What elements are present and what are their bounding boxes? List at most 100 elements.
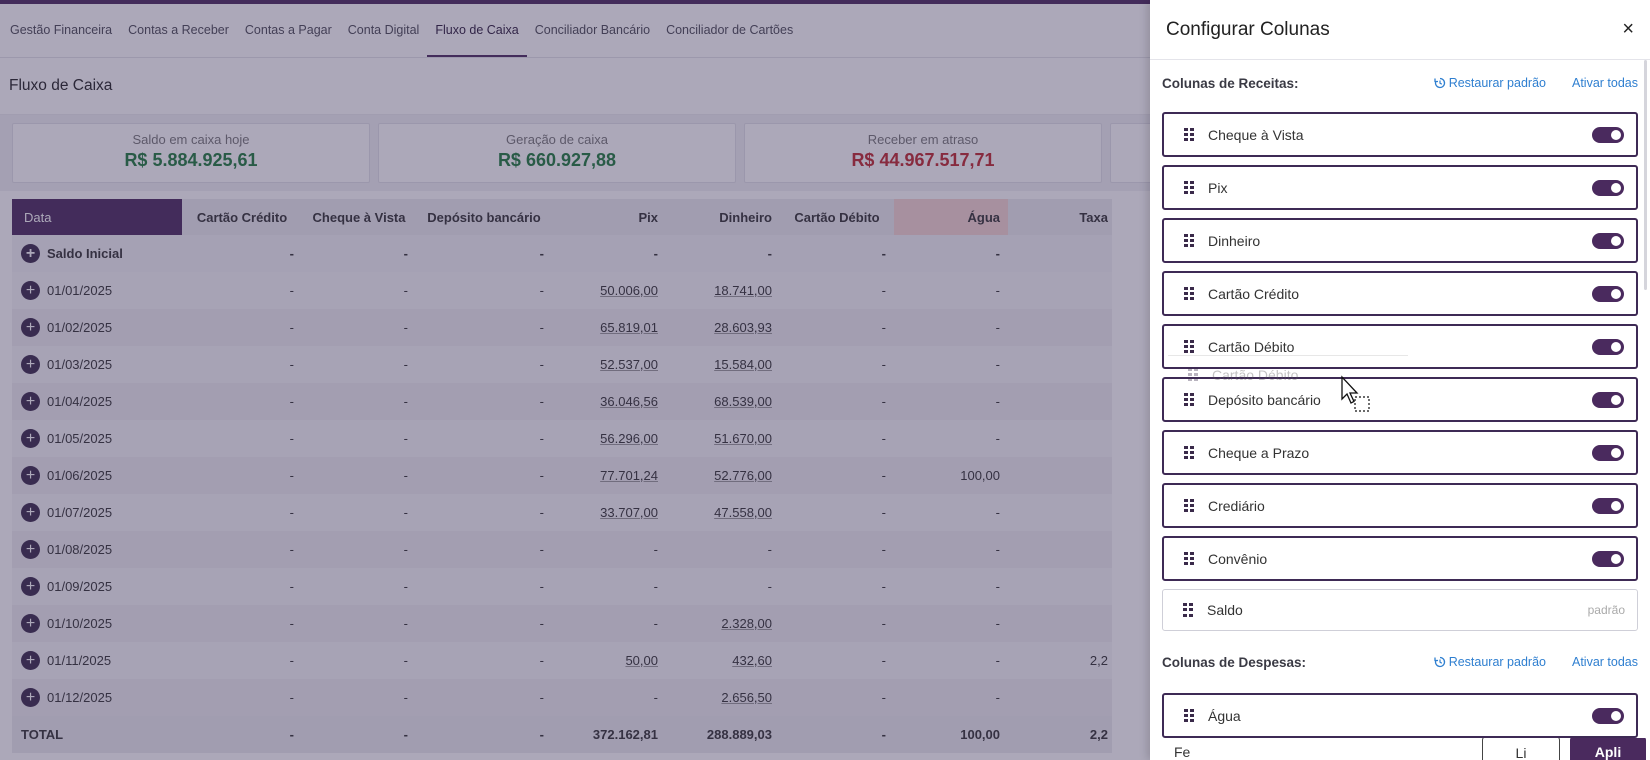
expand-plus-icon[interactable]: + <box>21 614 40 633</box>
expand-plus-icon[interactable]: + <box>21 688 40 707</box>
column-toggle[interactable] <box>1592 126 1624 143</box>
column-item[interactable]: Cartão Crédito <box>1162 271 1638 316</box>
drag-handle-icon[interactable] <box>1184 392 1194 407</box>
column-toggle[interactable] <box>1592 391 1624 408</box>
column-header-taxa[interactable]: Taxa <box>1079 209 1108 225</box>
drag-handle-icon[interactable] <box>1184 551 1194 566</box>
tab-conciliador-de-cartoes[interactable]: Conciliador de Cartões <box>666 22 794 37</box>
column-item[interactable]: Água <box>1162 693 1638 738</box>
column-item[interactable]: Crediário <box>1162 483 1638 528</box>
tab-conciliador-bancario[interactable]: Conciliador Bancário <box>534 22 651 37</box>
table-cell[interactable]: 432,60 <box>732 653 772 668</box>
table-cell[interactable]: 2.328,00 <box>721 616 772 631</box>
table-cell[interactable]: 36.046,56 <box>600 394 658 409</box>
drag-handle-icon[interactable] <box>1184 445 1194 460</box>
table-cell[interactable]: 56.296,00 <box>600 431 658 446</box>
table-cell[interactable]: 47.558,00 <box>714 505 772 520</box>
column-header-pix[interactable]: Pix <box>638 209 658 225</box>
column-header-cartao-debito[interactable]: Cartão Débito <box>794 209 880 225</box>
tab-conta-digital[interactable]: Conta Digital <box>347 22 420 37</box>
column-toggle[interactable] <box>1592 179 1624 196</box>
column-header-deposito-bancario[interactable]: Depósito bancário <box>427 209 541 225</box>
table-row: +01/10/2025 - - - - 2.328,00 - - <box>12 605 1112 642</box>
expand-plus-icon[interactable]: + <box>21 281 40 300</box>
column-item[interactable]: Dinheiro <box>1162 218 1638 263</box>
table-cell: - <box>539 283 544 298</box>
card-receber-em-atraso: Receber em atraso R$ 44.967.517,71 <box>744 123 1102 183</box>
expand-plus-icon[interactable]: + <box>21 244 40 263</box>
table-cell: - <box>539 394 544 409</box>
column-header-cheque-a-vista[interactable]: Cheque à Vista <box>312 209 406 225</box>
column-header-dinheiro[interactable]: Dinheiro <box>719 209 772 225</box>
drag-handle-icon[interactable] <box>1184 498 1194 513</box>
table-cell[interactable]: 52.776,00 <box>714 468 772 483</box>
table-cell[interactable]: 52.537,00 <box>600 357 658 372</box>
apply-button[interactable]: Apli <box>1570 738 1646 760</box>
column-header-data[interactable]: Data <box>12 199 182 235</box>
column-header-cartao-credito[interactable]: Cartão Crédito <box>196 209 288 225</box>
table-cell[interactable]: 2.656,50 <box>721 690 772 705</box>
tab-gestao-financeira[interactable]: Gestão Financeira <box>10 22 113 37</box>
column-toggle[interactable] <box>1592 285 1624 302</box>
table-cell[interactable]: 68.539,00 <box>714 394 772 409</box>
modal-overlay[interactable] <box>0 0 1150 760</box>
column-item[interactable]: Cheque à Vista <box>1162 112 1638 157</box>
expand-plus-icon[interactable]: + <box>21 503 40 522</box>
column-item[interactable]: Cheque a Prazo <box>1162 430 1638 475</box>
expand-plus-icon[interactable]: + <box>21 429 40 448</box>
table-cell: 2,2 <box>1089 653 1108 668</box>
tab-fluxo-de-caixa[interactable]: Fluxo de Caixa <box>427 4 527 57</box>
column-toggle[interactable] <box>1592 232 1624 249</box>
card-value: R$ 660.927,88 <box>497 150 617 170</box>
expand-plus-icon[interactable]: + <box>21 540 40 559</box>
drag-handle-icon[interactable] <box>1184 180 1194 195</box>
tab-contas-a-receber[interactable]: Contas a Receber <box>128 22 229 37</box>
column-toggle[interactable] <box>1592 338 1624 355</box>
column-toggle[interactable] <box>1592 550 1624 567</box>
table-cell[interactable]: 33.707,00 <box>600 505 658 520</box>
table-cell: - <box>539 653 544 668</box>
expand-plus-icon[interactable]: + <box>21 651 40 670</box>
expand-plus-icon[interactable]: + <box>21 577 40 596</box>
drag-handle-icon[interactable] <box>1184 708 1194 723</box>
drag-handle-icon[interactable] <box>1184 286 1194 301</box>
activate-all-expense-button[interactable]: Ativar todas <box>1571 655 1638 669</box>
table-cell[interactable]: 15.584,00 <box>714 357 772 372</box>
column-item[interactable]: Pix <box>1162 165 1638 210</box>
table-cell[interactable]: 65.819,01 <box>600 320 658 335</box>
table-cell: - <box>995 246 1000 261</box>
restore-default-expense-button[interactable]: Restaurar padrão <box>1434 655 1546 669</box>
expand-plus-icon[interactable]: + <box>21 318 40 337</box>
table-cell[interactable]: 50,00 <box>625 653 658 668</box>
drag-handle-icon[interactable] <box>1184 233 1194 248</box>
row-label: 01/09/2025 <box>47 579 113 594</box>
column-toggle[interactable] <box>1592 707 1624 724</box>
drag-handle-icon[interactable] <box>1184 127 1194 142</box>
column-toggle[interactable] <box>1592 444 1624 461</box>
table-cell[interactable]: 18.741,00 <box>714 283 772 298</box>
row-label: Saldo Inicial <box>47 246 123 261</box>
panel-scrollbar[interactable] <box>1644 60 1647 290</box>
column-item[interactable]: Cartão Débito <box>1162 324 1638 369</box>
close-icon[interactable]: × <box>1622 18 1634 40</box>
restore-default-revenue-button[interactable]: Restaurar padrão <box>1434 76 1546 90</box>
table-header: Data Cartão Crédito Cheque à Vista Depósito… <box>12 199 1112 235</box>
table-cell: - <box>881 283 886 298</box>
clear-button[interactable]: Li <box>1482 738 1560 760</box>
table-cell[interactable]: 28.603,93 <box>714 320 772 335</box>
drag-handle-icon[interactable] <box>1183 603 1193 617</box>
row-label: 01/11/2025 <box>47 653 112 668</box>
column-item[interactable]: Depósito bancário <box>1162 377 1638 422</box>
column-item[interactable]: Convênio <box>1162 536 1638 581</box>
column-header-agua[interactable]: Água <box>894 199 1008 235</box>
table-cell[interactable]: 51.670,00 <box>714 431 772 446</box>
table-cell[interactable]: 77.701,24 <box>600 468 658 483</box>
drag-handle-icon[interactable] <box>1184 339 1194 354</box>
expand-plus-icon[interactable]: + <box>21 466 40 485</box>
column-toggle[interactable] <box>1592 497 1624 514</box>
activate-all-revenue-button[interactable]: Ativar todas <box>1571 76 1638 90</box>
expand-plus-icon[interactable]: + <box>21 392 40 411</box>
tab-contas-a-pagar[interactable]: Contas a Pagar <box>244 22 332 37</box>
expand-plus-icon[interactable]: + <box>21 355 40 374</box>
table-cell[interactable]: 50.006,00 <box>600 283 658 298</box>
